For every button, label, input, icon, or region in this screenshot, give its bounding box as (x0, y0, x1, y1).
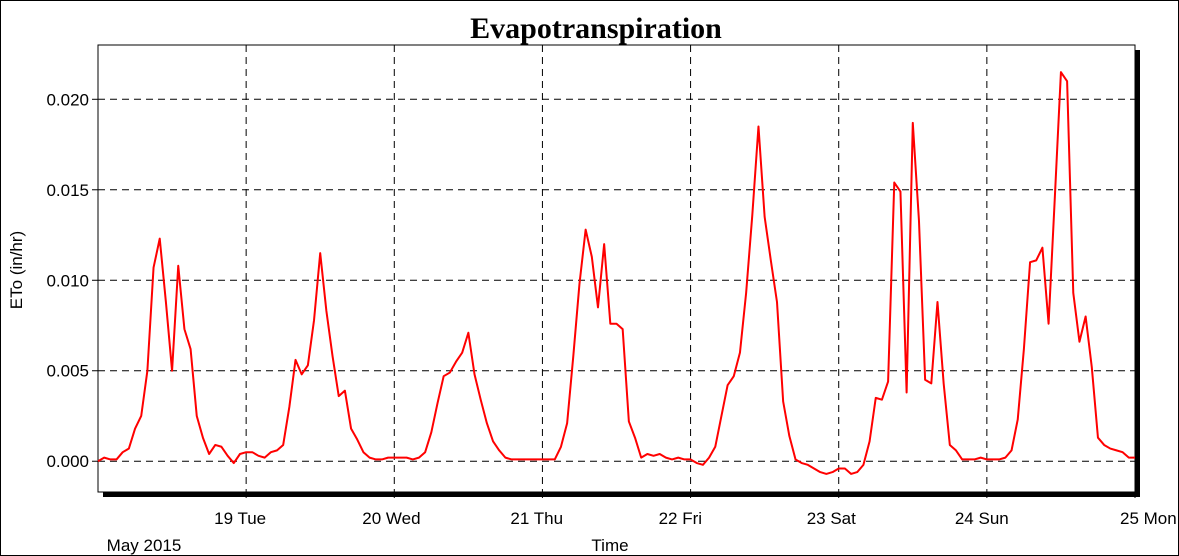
chart-title: Evapotranspiration (470, 12, 722, 45)
plot-area (97, 44, 1136, 493)
y-tick-label: 0.015 (46, 181, 89, 200)
y-tick-label: 0.010 (46, 271, 89, 290)
x-axis-label: Time (591, 536, 628, 555)
y-tick-label: 0.005 (46, 362, 89, 381)
series-line (97, 71, 1135, 475)
series-layer (97, 71, 1135, 475)
x-tick-label: 23 Sat (807, 509, 856, 528)
x-axis: 19 Tue 20 Wed 21 Thu 22 Fri 23 Sat 24 Sun 25 M… (134, 492, 1177, 528)
y-tick-label: 0.000 (46, 452, 89, 471)
y-tick-label: 0.020 (46, 90, 89, 109)
x-origin-label: May 2015 (107, 536, 182, 555)
grid (98, 45, 1135, 492)
x-tick-label: 21 Thu (510, 509, 563, 528)
y-axis: 0.000 0.005 0.010 0.015 0.020 (46, 90, 98, 471)
x-tick-label: 20 Wed (362, 509, 420, 528)
x-tick-label: 25 Mon (1120, 509, 1177, 528)
x-tick-label: 19 Tue (214, 509, 266, 528)
x-tick-label: 24 Sun (955, 509, 1009, 528)
y-axis-label: ETo (in/hr) (7, 231, 26, 309)
x-tick-label: 22 Fri (659, 509, 702, 528)
